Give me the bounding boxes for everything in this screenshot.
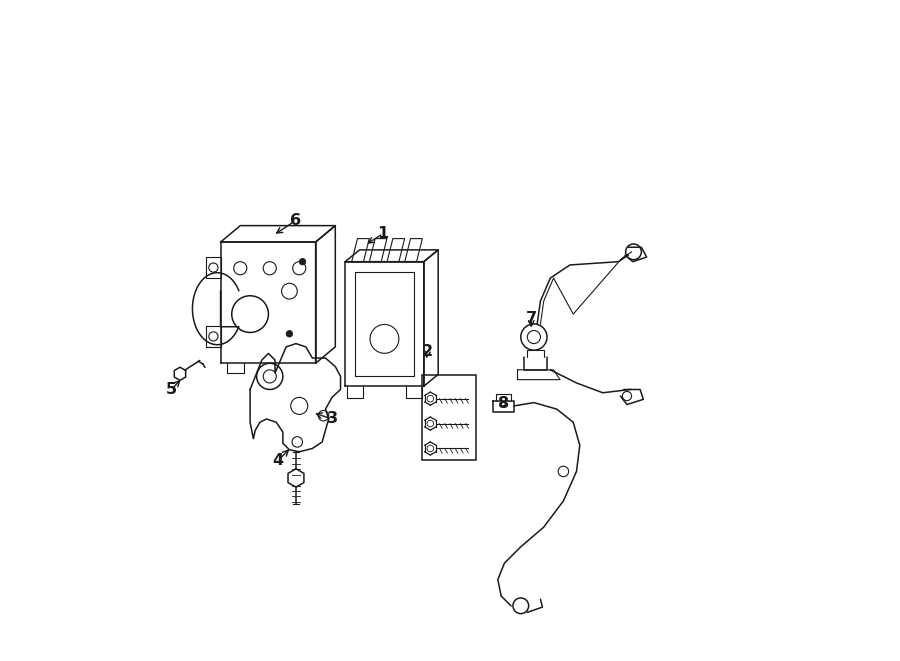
Text: 7: 7 — [526, 311, 536, 326]
Text: 6: 6 — [291, 213, 302, 228]
Text: 1: 1 — [378, 226, 389, 241]
Text: 3: 3 — [327, 412, 338, 426]
Text: 2: 2 — [422, 344, 433, 359]
Circle shape — [286, 330, 292, 337]
Text: 8: 8 — [498, 397, 508, 411]
Bar — [422, 375, 476, 460]
Text: 4: 4 — [273, 453, 284, 468]
Circle shape — [299, 258, 306, 265]
Text: 5: 5 — [166, 382, 177, 397]
